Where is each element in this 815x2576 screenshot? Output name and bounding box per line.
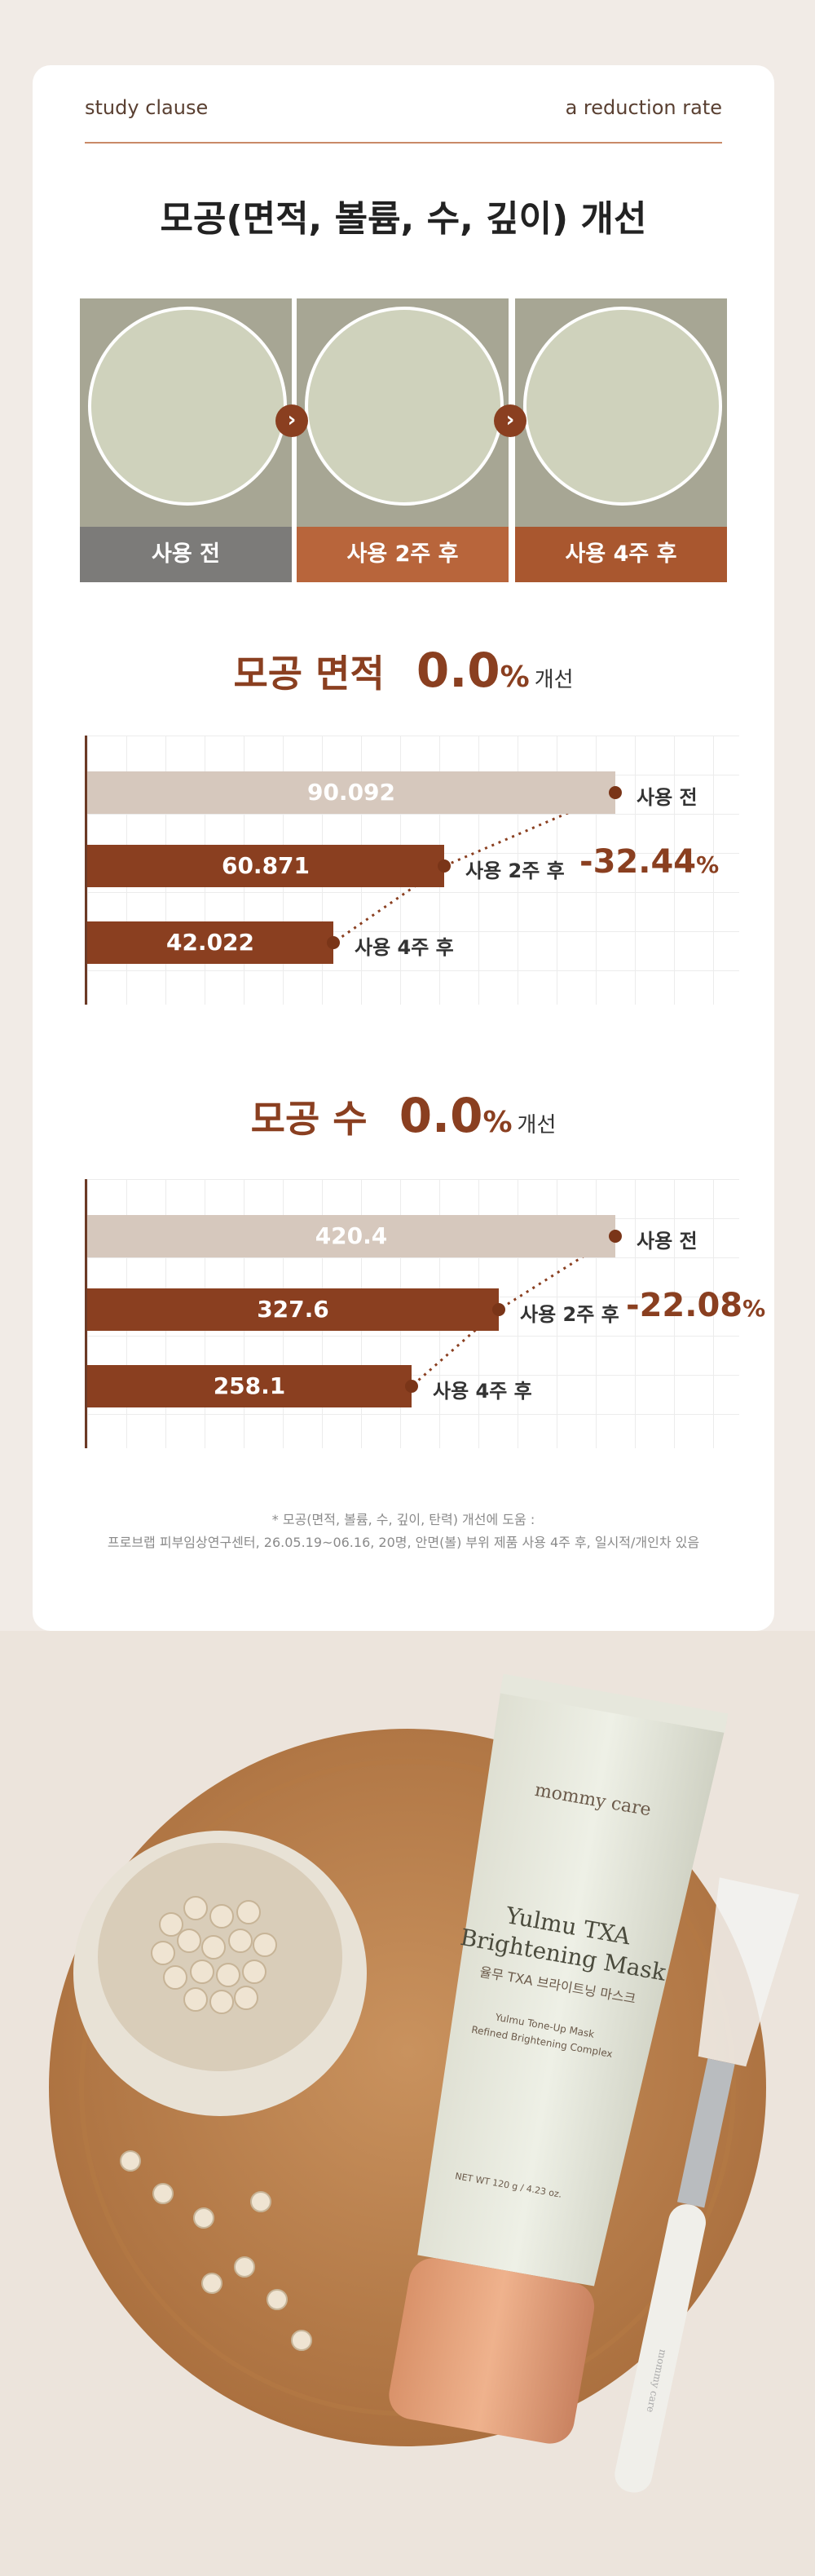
page-title: 모공(면적, 볼륨, 수, 깊이) 개선 xyxy=(160,198,647,240)
count-bar-label-1: 사용 2주 후 xyxy=(520,1303,619,1326)
area-heading: 모공 면적 0.0% 개선 xyxy=(33,643,774,698)
skin-closeup-image xyxy=(515,298,727,527)
photo-before: 사용 전 xyxy=(80,298,292,582)
area-bar-label-2: 사용 4주 후 xyxy=(355,936,454,959)
area-bar-1: 60.871 xyxy=(87,845,444,887)
tube-cap xyxy=(389,2258,595,2444)
count-dot-2 xyxy=(405,1380,418,1393)
area-improve-word: 개선 xyxy=(534,668,574,692)
area-bar-label-0: 사용 전 xyxy=(637,786,698,809)
count-title: 모공 수 xyxy=(250,1097,368,1141)
photo-label-2weeks: 사용 2주 후 xyxy=(297,527,509,582)
count-improve-word: 개선 xyxy=(517,1113,557,1138)
count-connector xyxy=(411,1235,616,1388)
magnify-circle xyxy=(523,307,722,506)
area-improve-percent: % xyxy=(500,661,530,694)
count-change-value: -22.08% xyxy=(626,1287,766,1324)
count-bar-0: 420.4 xyxy=(87,1215,615,1257)
spatula: mommy care xyxy=(615,1877,800,2493)
chevron-right-icon: › xyxy=(494,404,526,437)
count-improve-number: 0.0 xyxy=(399,1088,483,1143)
count-improve-percent: % xyxy=(482,1106,513,1139)
photo-label-4weeks: 사용 4주 후 xyxy=(515,527,727,582)
magnify-circle xyxy=(305,307,504,506)
photo-2weeks: 사용 2주 후 xyxy=(297,298,509,582)
reduction-rate-label: a reduction rate xyxy=(565,96,722,119)
area-dot-2 xyxy=(327,936,340,949)
product-illustration: mommy care Yulmu TXA Brightening Mask 율무… xyxy=(49,1673,800,2493)
area-bar-2: 42.022 xyxy=(87,921,333,964)
footnote-line-2: 프로브랩 피부임상연구센터, 26.05.19~06.16, 20명, 안면(볼… xyxy=(107,1535,700,1550)
study-card: study clause a reduction rate 모공(면적, 볼륨,… xyxy=(33,65,774,1631)
skin-closeup-image xyxy=(80,298,292,527)
product-photo: mommy care Yulmu TXA Brightening Mask 율무… xyxy=(0,1631,815,2576)
count-bar-1: 327.6 xyxy=(87,1288,499,1331)
count-bar-label-0: 사용 전 xyxy=(637,1230,698,1253)
count-dot-0 xyxy=(609,1230,622,1243)
area-chart: 90.092 사용 전 60.871 사용 2주 후 42.022 사용 4주 후 -32.… xyxy=(85,736,739,1005)
chevron-right-icon: › xyxy=(275,404,308,437)
study-clause-label: study clause xyxy=(85,96,209,119)
footnote-line-1: * 모공(면적, 볼륨, 수, 깊이, 탄력) 개선에 도움 : xyxy=(271,1512,535,1527)
area-bar-0: 90.092 xyxy=(87,771,615,814)
count-bar-2: 258.1 xyxy=(87,1365,412,1407)
area-bar-label-1: 사용 2주 후 xyxy=(465,859,565,882)
skin-closeup-image xyxy=(297,298,509,527)
count-heading: 모공 수 0.0% 개선 xyxy=(33,1088,774,1143)
footnote: * 모공(면적, 볼륨, 수, 깊이, 탄력) 개선에 도움 : 프로브랩 피부… xyxy=(33,1509,774,1554)
study-header: study clause a reduction rate xyxy=(85,96,722,144)
area-dot-0 xyxy=(609,786,622,799)
magnify-circle xyxy=(88,307,287,506)
photo-label-before: 사용 전 xyxy=(80,527,292,582)
product-tube: mommy care Yulmu TXA Brightening Mask 율무… xyxy=(389,1673,729,2444)
count-dot-1 xyxy=(492,1303,505,1316)
count-chart: 420.4 사용 전 327.6 사용 2주 후 258.1 사용 4주 후 -22.08% xyxy=(85,1179,765,1448)
area-improve-number: 0.0 xyxy=(416,643,500,698)
area-change-value: -32.44% xyxy=(579,843,720,881)
yulmu-seeds xyxy=(120,1896,312,2351)
area-title: 모공 면적 xyxy=(233,652,385,696)
area-dot-1 xyxy=(438,859,451,873)
count-bar-label-2: 사용 4주 후 xyxy=(433,1380,532,1403)
photo-4weeks: 사용 4주 후 xyxy=(515,298,727,582)
